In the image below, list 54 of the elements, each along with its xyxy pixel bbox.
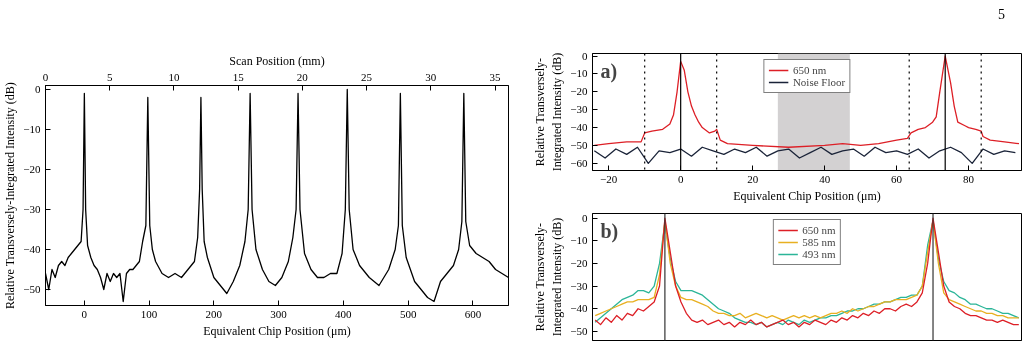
x-tick-label: 500 (399, 307, 417, 320)
x2-tick-label: 15 (232, 70, 245, 83)
y-tick-label: 0 (35, 83, 41, 95)
x-tick-label: 60 (891, 172, 903, 185)
x-tick-label: 300 (270, 307, 288, 320)
x2-tick-label: 25 (361, 70, 373, 83)
y-tick-label: −40 (570, 302, 588, 315)
y-tick-label: −10 (23, 123, 41, 135)
y-tick-label: −10 (570, 67, 588, 80)
legend-label: 585 nm (802, 236, 836, 248)
x-tick-label: 400 (335, 307, 353, 320)
y-tick-label: −30 (23, 203, 41, 215)
y-tick-label: −50 (570, 138, 588, 151)
y-tick-label: 0 (582, 211, 588, 224)
x-axis-title: Equivalent Chip Position (μm) (733, 188, 881, 203)
x-tick-label: 0 (81, 307, 88, 320)
y-tick-label: −50 (570, 324, 588, 337)
x-tick-label: 100 (140, 307, 158, 320)
y-tick-label: −40 (570, 121, 588, 134)
text: 5 (998, 6, 1005, 24)
x2-tick-label: 30 (425, 70, 437, 83)
legend-label: 650 nm (802, 224, 836, 236)
x-tick-label: 200 (205, 307, 223, 320)
y-tick-label: 0 (582, 49, 588, 62)
y-axis-title: Relative Transversely-Integrated Intensity (dB) (3, 82, 18, 310)
y-tick-label: −60 (570, 156, 588, 169)
y-tick-label: −20 (570, 85, 588, 98)
x-tick-label: 40 (819, 172, 831, 185)
y-tick-label: −10 (570, 234, 588, 247)
x2-axis-title: Scan Position (mm) (229, 53, 325, 68)
x2-tick-label: 0 (42, 70, 49, 83)
y-tick-label: −20 (570, 256, 588, 269)
y-tick-label: −30 (570, 279, 588, 292)
y-tick-label: −40 (23, 243, 41, 255)
x-tick-label: 600 (464, 307, 482, 320)
y-axis-title: Relative Transversely- Integrated Intensity (dB) (533, 52, 565, 172)
x-tick-label: 20 (747, 172, 759, 185)
legend-label: 650 nm (792, 64, 827, 76)
x-axis-title: Equivalent Chip Position (μm) (203, 323, 351, 338)
legend-label: Noise Floor (792, 76, 846, 88)
x2-tick-label: 20 (296, 70, 309, 83)
x-tick-label: 80 (963, 172, 975, 185)
legend-label: 493 nm (802, 248, 836, 260)
x2-tick-label: 10 (168, 70, 180, 83)
x2-tick-label: 5 (106, 70, 113, 83)
y-tick-label: −30 (570, 103, 588, 116)
annotation: b) (600, 219, 619, 243)
annotation: a) (600, 59, 618, 83)
x-tick-label: −20 (600, 172, 618, 185)
x-tick-label: 0 (677, 172, 684, 185)
x2-tick-label: 35 (489, 70, 502, 83)
y-axis-title: Relative Transversely- Integrated Intensity (dB) (533, 217, 565, 337)
y-tick-label: −50 (23, 283, 41, 295)
y-tick-label: −20 (23, 163, 41, 175)
